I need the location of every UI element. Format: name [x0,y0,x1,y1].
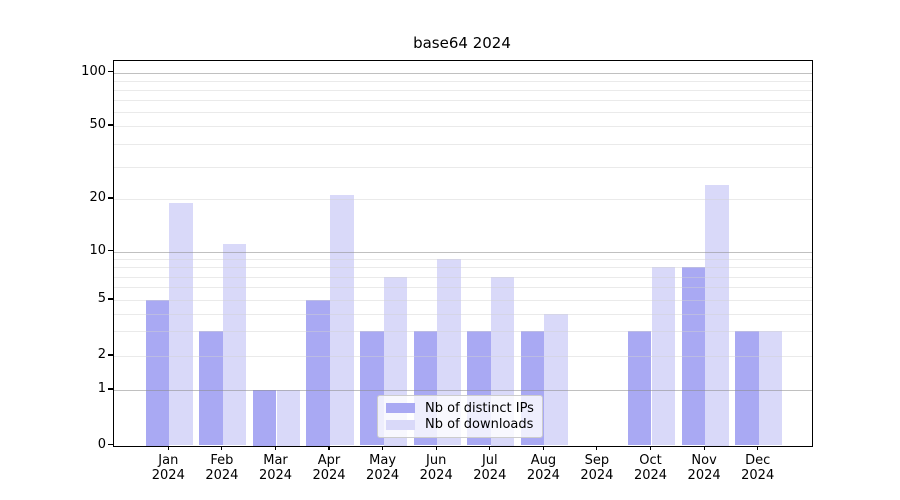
y-tick-label: 100 [81,63,106,79]
x-tick [489,445,491,451]
y-tick [108,124,113,126]
legend-row: Nb of downloads [386,417,534,432]
y-tick-label: 20 [89,190,106,205]
gridline-minor [114,143,812,145]
y-tick-label: 50 [89,117,106,132]
x-tick-label: Feb 2024 [205,452,239,484]
bar-downloads [544,313,568,446]
gridline-minor [114,300,812,301]
x-tick-label: Nov 2024 [687,452,721,484]
bar-distinct-ips [199,331,223,446]
gridline-minor [114,356,812,357]
x-tick-label: Sep 2024 [580,452,614,484]
legend-label: Nb of downloads [425,417,534,432]
x-tick [542,445,544,451]
gridline-minor [114,267,812,269]
gridline-minor [114,313,812,315]
x-tick [274,445,277,451]
gridline-major [114,72,812,74]
gridline-minor [114,100,812,101]
bar-downloads [169,202,193,446]
gridline-minor [114,258,812,260]
y-tick-label: 10 [89,242,106,258]
gridline-major [114,251,812,253]
gridline-minor [114,89,812,91]
chart-title: base64 2024 [413,34,511,52]
bar-downloads [330,195,354,446]
bar-downloads [705,184,729,446]
x-tick [167,445,169,451]
bar-distinct-ips [735,331,759,446]
gridline-minor [114,276,812,278]
y-tick [108,197,113,199]
x-tick-label: Jul 2024 [473,452,507,484]
x-tick-label: Oct 2024 [633,452,668,484]
y-tick-label: 2 [97,347,106,362]
plot-area [113,59,813,447]
bar-distinct-ips [627,331,652,446]
gridline-minor [114,166,812,168]
x-tick-label: May 2024 [366,452,400,484]
x-tick [382,445,384,451]
bar-distinct-ips [145,300,170,446]
gridline-minor [114,287,812,289]
legend: Nb of distinct IPs Nb of downloads [377,394,543,438]
legend-swatch-distinct-ips [386,403,415,413]
y-tick-label: 1 [97,381,106,396]
x-tick-label: Apr 2024 [312,452,346,484]
legend-label: Nb of distinct IPs [425,400,534,416]
gridline-major [114,390,812,391]
y-tick [108,70,113,73]
bar-downloads [276,390,301,446]
legend-row: Nb of distinct IPs [386,401,534,416]
x-tick [649,445,652,451]
gridline-minor [114,126,812,127]
x-tick-label: Aug 2024 [526,452,560,484]
bar-downloads [651,267,676,446]
x-tick-label: Jun 2024 [419,452,453,484]
y-tick [108,443,113,446]
y-tick [108,249,113,252]
x-tick [703,445,705,451]
bar-downloads [758,331,783,446]
y-tick-label: 5 [97,291,106,306]
gridline-minor [114,80,812,82]
gridline-minor [114,111,812,113]
y-tick-label: 0 [97,436,106,452]
x-tick [435,445,437,451]
legend-swatch-downloads [386,419,415,430]
x-tick [757,445,759,451]
x-tick-label: Mar 2024 [258,452,293,484]
bar-downloads [222,244,247,446]
x-tick-label: Jan 2024 [151,452,185,484]
x-tick [596,445,598,451]
x-tick [328,445,330,451]
y-tick [108,388,113,390]
x-tick [221,445,223,451]
bar-distinct-ips [252,390,277,446]
x-tick-label: Dec 2024 [741,452,775,484]
bar-distinct-ips [306,300,330,446]
y-tick [108,354,113,356]
bar-distinct-ips [681,267,706,446]
y-tick [108,298,113,300]
gridline-minor [114,331,812,333]
gridline-minor [114,199,812,200]
